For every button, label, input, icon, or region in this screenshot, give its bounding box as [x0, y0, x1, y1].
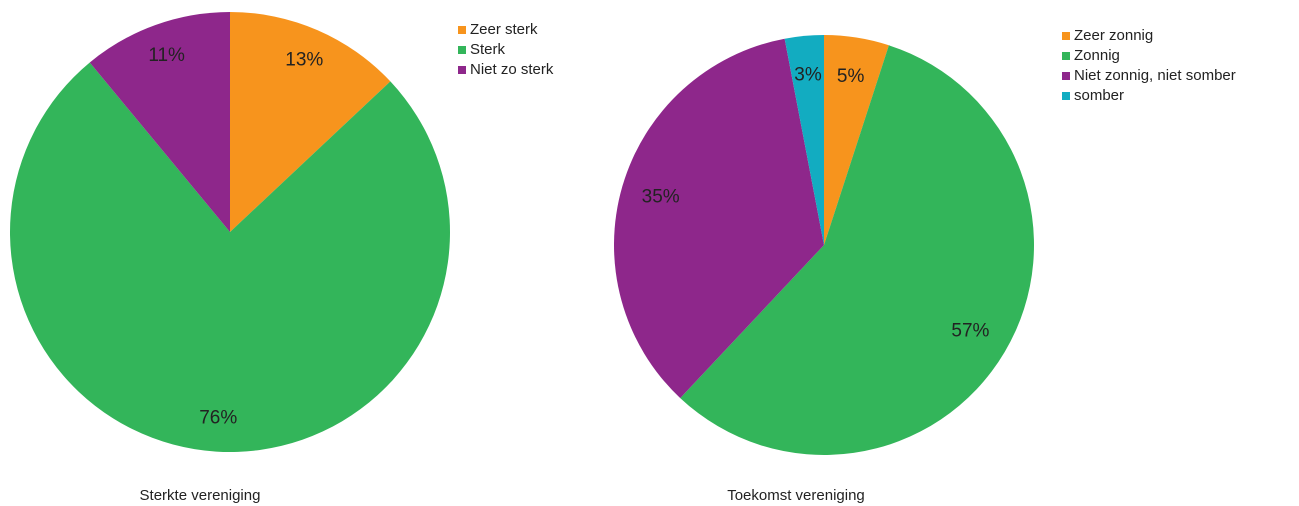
data-label: 5% — [837, 66, 865, 87]
data-label: 76% — [199, 408, 237, 429]
legend-swatch — [1062, 92, 1070, 100]
legend-swatch — [458, 46, 466, 54]
legend-swatch — [458, 26, 466, 34]
data-label: 57% — [951, 321, 989, 342]
legend-label: somber — [1074, 87, 1124, 104]
data-label: 13% — [285, 49, 323, 70]
legend-label: Niet zonnig, niet somber — [1074, 67, 1236, 84]
pie-slice — [614, 38, 824, 399]
legend-swatch — [1062, 52, 1070, 60]
data-label: 35% — [642, 187, 680, 208]
pie-slice — [230, 12, 391, 232]
legend-swatch — [1062, 72, 1070, 80]
legend-label: Zeer sterk — [470, 21, 538, 38]
chart-title: Toekomst vereniging — [727, 487, 865, 504]
legend-label: Zeer zonnig — [1074, 27, 1153, 44]
legend-label: Sterk — [470, 41, 506, 58]
pie-slice — [10, 62, 450, 453]
legend-swatch — [458, 66, 466, 74]
data-label: 11% — [148, 45, 185, 66]
legend-swatch — [1062, 32, 1070, 40]
pie-slice — [89, 12, 230, 232]
legend-label: Zonnig — [1074, 47, 1120, 64]
pie-slice — [824, 35, 889, 245]
data-label: 3% — [794, 65, 822, 86]
pie-slice — [784, 35, 824, 245]
legend-label: Niet zo sterk — [470, 61, 554, 78]
chart-title: Sterkte vereniging — [140, 487, 261, 504]
pie-slice — [680, 45, 1034, 455]
